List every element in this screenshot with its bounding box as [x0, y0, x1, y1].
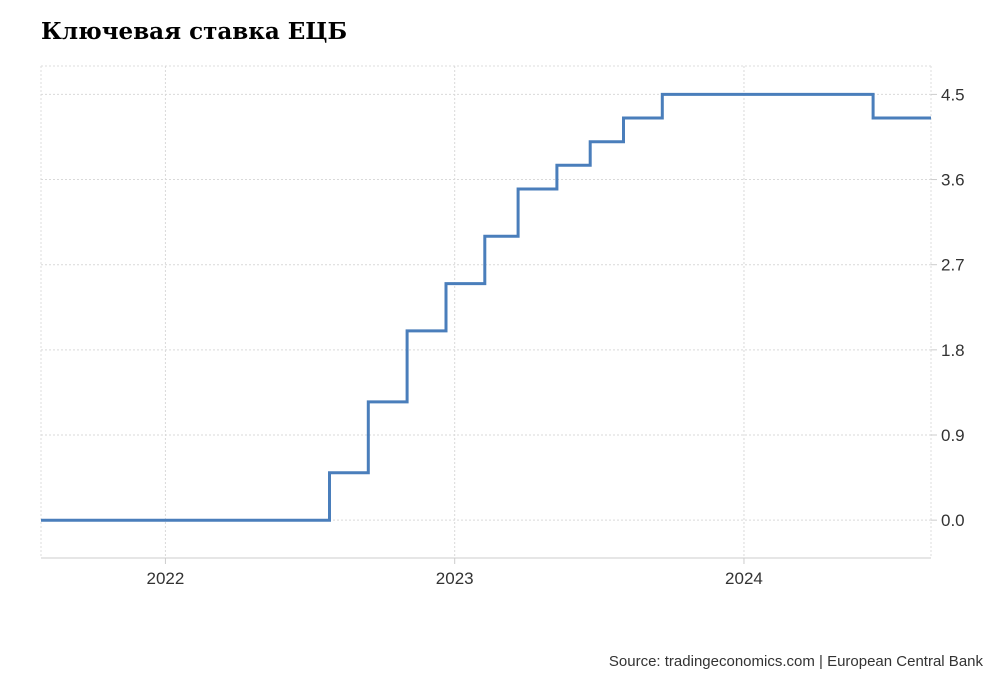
x-tick-label: 2024: [725, 569, 763, 588]
y-tick-labels: 0.0 0.9 1.8 2.7 3.6 4.5: [941, 85, 965, 530]
series-layer: [41, 92, 931, 522]
y-tick-label: 1.8: [941, 341, 965, 360]
y-tick-label: 0.9: [941, 426, 965, 445]
y-tick-label: 3.6: [941, 171, 965, 190]
x-tick-label: 2022: [147, 569, 185, 588]
series-line-rate: [41, 92, 931, 522]
source-note: Source: tradingeconomics.com | European …: [608, 653, 983, 670]
plot-frame: [40, 65, 932, 559]
chart-title: Ключевая ставка ЕЦБ: [41, 18, 348, 45]
y-tick-label: 2.7: [941, 256, 965, 275]
y-tick-label: 4.5: [941, 85, 965, 104]
grid-layer: [41, 66, 937, 564]
x-tick-labels: 2022 2023 2024: [147, 569, 763, 588]
x-tick-label: 2023: [436, 569, 474, 588]
y-tick-label: 0.0: [941, 511, 965, 530]
